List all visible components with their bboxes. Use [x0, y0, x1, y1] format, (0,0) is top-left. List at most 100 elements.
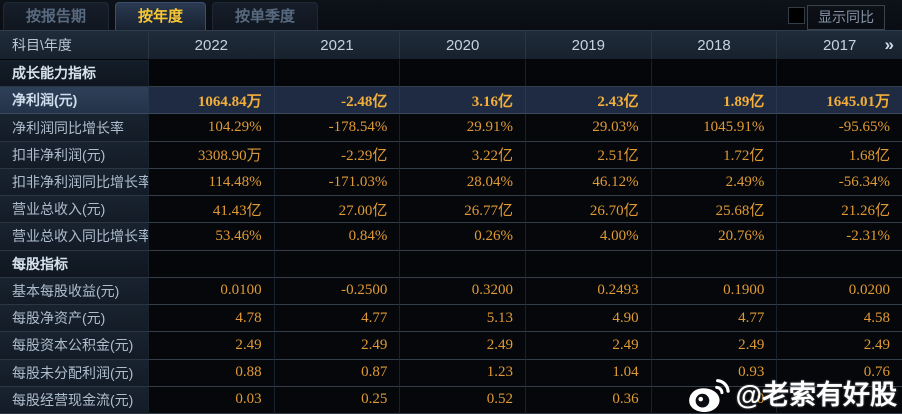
- cell-value: 4.77: [273, 305, 400, 333]
- year-header-label: 2018: [697, 36, 731, 54]
- table-row: 扣非净利润(元) 3308.90万 -2.29亿 3.22亿 2.51亿 1.72亿 1.6…: [0, 141, 902, 169]
- cell-value: 29.03%: [524, 114, 651, 142]
- cell-value: 29.91%: [399, 114, 525, 142]
- cell-value: 0.93: [650, 359, 777, 387]
- table-row: 净利润同比增长率 104.29% -178.54% 29.91% 29.03% 1045.…: [0, 114, 902, 142]
- cell-value: 2.49: [650, 332, 777, 360]
- cell-value: 1.23: [399, 359, 525, 387]
- row-label: 每股净资产(元): [0, 305, 148, 333]
- cell-value: 41.43亿: [148, 196, 274, 224]
- cell-value: 1.72亿: [650, 141, 777, 169]
- cell-value: 2.43亿: [524, 87, 651, 115]
- year-header: 2021: [273, 31, 400, 59]
- cell-value: 0.36: [524, 386, 651, 414]
- cell-value: 0.52: [399, 386, 525, 414]
- cell-value: -2.29亿: [273, 141, 400, 169]
- cell-value: -0.2500: [273, 277, 400, 306]
- year-header: 2017 »: [776, 31, 902, 59]
- table-row: 营业总收入同比增长率 53.46% 0.84% 0.26% 4.00% 20.76% -2.…: [0, 223, 902, 251]
- cell-value: [776, 60, 902, 88]
- tab-by-quarter[interactable]: 按单季度: [212, 2, 319, 30]
- cell-value: 1064.84万: [148, 87, 274, 115]
- row-label: 每股经营现金流(元): [0, 386, 148, 414]
- cell-value: 2.49%: [650, 168, 777, 197]
- table-body: 成长能力指标 净利润(元) 1064.84万 -2.48亿 3.16亿 2.43亿 1.89…: [0, 60, 902, 414]
- table-row: 营业总收入(元) 41.43亿 27.00亿 26.77亿 26.70亿 25.68亿 21…: [0, 196, 902, 224]
- year-header-label: 2021: [320, 36, 354, 54]
- cell-value: [524, 60, 651, 88]
- cell-value: -178.54%: [273, 114, 400, 142]
- section-row: 成长能力指标: [0, 60, 902, 88]
- financial-table: 科目\年度 2022 2021 2020 2019 2018 2017 » 成长能力指标 净利…: [0, 30, 902, 414]
- cell-value: 0.2493: [524, 277, 651, 306]
- cell-value: 4.77: [650, 305, 777, 333]
- cell-value: 0.0100: [148, 277, 274, 306]
- cell-value: 0.1900: [650, 277, 777, 306]
- year-header: 2019: [524, 31, 651, 59]
- cell-value: 0.03: [148, 386, 274, 414]
- table-header-row: 科目\年度 2022 2021 2020 2019 2018 2017 »: [0, 30, 902, 60]
- row-label: 营业总收入(元): [0, 196, 148, 224]
- row-label: 每股未分配利润(元): [0, 359, 148, 387]
- cell-value: 104.29%: [148, 114, 274, 142]
- cell-value: 20.76%: [650, 223, 777, 251]
- cell-value: 25.68亿: [650, 196, 777, 224]
- row-label: 成长能力指标: [0, 60, 148, 88]
- row-label: 营业总收入同比增长率: [0, 223, 152, 251]
- cell-value: 0.3200: [399, 277, 525, 306]
- row-label: 净利润(元): [0, 87, 148, 115]
- tab-by-report-period[interactable]: 按报告期: [3, 2, 110, 30]
- cell-value: 21.26亿: [776, 196, 902, 224]
- row-label: 扣非净利润同比增长率: [0, 168, 152, 197]
- cell-value: [524, 250, 651, 278]
- show-yoy-checkbox[interactable]: [788, 7, 805, 24]
- cell-value: [148, 250, 274, 278]
- cell-value: [148, 60, 274, 88]
- cell-value: 1.68亿: [776, 141, 902, 169]
- cell-value: 3.22亿: [399, 141, 525, 169]
- cell-value: 0.84%: [273, 223, 400, 251]
- year-header-label: 2022: [194, 36, 229, 54]
- year-header-label: 2019: [571, 36, 605, 54]
- cell-value: 28.04%: [399, 168, 525, 197]
- table-row: 净利润(元) 1064.84万 -2.48亿 3.16亿 2.43亿 1.89亿 1645.…: [0, 87, 902, 115]
- cell-value: 5.13: [399, 305, 525, 333]
- year-header: 2020: [399, 31, 525, 59]
- cell-value: [650, 250, 777, 278]
- cell-value: -171.03%: [273, 168, 400, 197]
- cell-value: 2.49: [399, 332, 525, 360]
- cell-value: 4.78: [148, 305, 274, 333]
- cell-value: 0.76: [776, 359, 902, 387]
- cell-value: [650, 60, 777, 88]
- cell-value: 1.89亿: [650, 87, 777, 115]
- cell-value: 3.16亿: [399, 87, 525, 115]
- more-years-icon[interactable]: »: [884, 35, 894, 54]
- cell-value: 46.12%: [524, 168, 651, 197]
- row-label: 净利润同比增长率: [0, 114, 148, 142]
- cell-value: -95.65%: [776, 114, 902, 142]
- table-row: 每股未分配利润(元) 0.88 0.87 1.23 1.04 0.93 0.76: [0, 359, 902, 387]
- cell-value: 53.46%: [148, 223, 274, 251]
- cell-value: 2.49: [776, 332, 902, 360]
- show-yoy-label[interactable]: 显示同比: [807, 5, 885, 30]
- row-label: 每股指标: [0, 250, 148, 278]
- cell-value: 2.51亿: [524, 141, 651, 169]
- cell-value: 0.25: [273, 386, 400, 414]
- cell-value: -2.48亿: [273, 87, 400, 115]
- cell-value: 4.58: [776, 305, 902, 333]
- cell-value: 4.90: [524, 305, 651, 333]
- table-row: 每股净资产(元) 4.78 4.77 5.13 4.90 4.77 4.58: [0, 305, 902, 333]
- tab-by-year[interactable]: 按年度: [115, 2, 207, 30]
- cell-value: 1045.91%: [650, 114, 777, 142]
- table-row: 基本每股收益(元) 0.0100 -0.2500 0.3200 0.2493 0.1900…: [0, 277, 902, 306]
- cell-value: [776, 250, 902, 278]
- year-header: 2018: [650, 31, 777, 59]
- row-label: 扣非净利润(元): [0, 141, 148, 169]
- cell-value: 1645.01万: [776, 87, 902, 115]
- cell-value: [776, 386, 902, 414]
- period-tabbar: 按报告期 按年度 按单季度 显示同比: [0, 0, 902, 30]
- cell-value: 4.00%: [524, 223, 651, 251]
- cell-value: 0.0200: [776, 277, 902, 306]
- cell-value: -2.31%: [776, 223, 902, 251]
- cell-value: 1.04: [524, 359, 651, 387]
